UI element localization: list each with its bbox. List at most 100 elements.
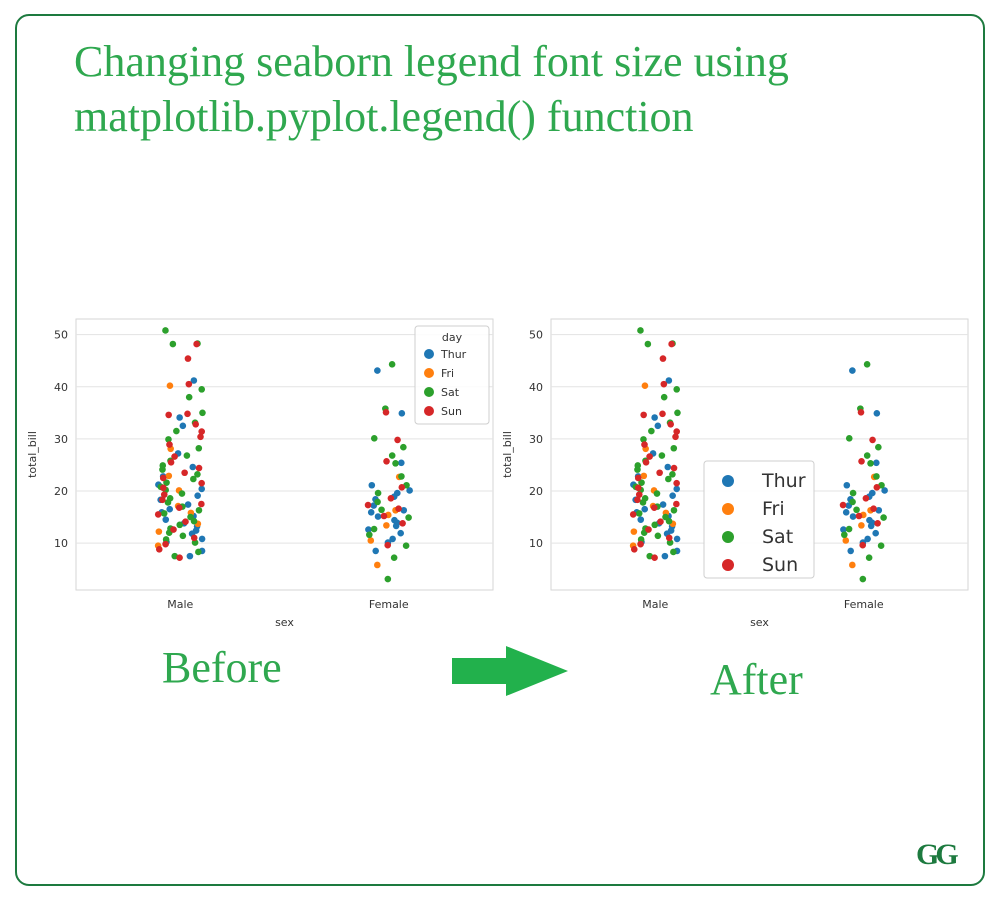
- data-point: [669, 471, 676, 478]
- data-point: [388, 361, 396, 368]
- data-point: [184, 501, 192, 508]
- data-point: [160, 484, 167, 492]
- data-point: [842, 537, 850, 544]
- data-point: [176, 414, 183, 421]
- data-point: [166, 505, 174, 513]
- data-point: [176, 554, 183, 561]
- data-point: [165, 436, 172, 443]
- data-point: [665, 475, 672, 483]
- data-point: [182, 518, 189, 526]
- data-point: [641, 494, 649, 502]
- data-point: [641, 505, 649, 513]
- data-point: [842, 509, 850, 516]
- gfg-logo: GG: [916, 838, 959, 871]
- x-axis-label: sex: [275, 616, 294, 629]
- data-point: [190, 377, 198, 384]
- legend-marker: [722, 559, 734, 571]
- data-point: [637, 516, 645, 523]
- data-point: [163, 479, 170, 486]
- data-point: [855, 512, 863, 520]
- data-point: [170, 526, 177, 533]
- data-point: [184, 410, 191, 418]
- data-point: [659, 501, 667, 508]
- y-tick-label: 40: [54, 381, 68, 394]
- data-point: [873, 473, 880, 480]
- legend-box: [703, 460, 815, 579]
- data-point: [880, 514, 887, 521]
- x-tick-label: Female: [369, 598, 409, 611]
- data-point: [865, 554, 873, 561]
- data-point: [162, 327, 169, 334]
- legend-label: Sun: [441, 405, 462, 418]
- x-tick-label: Female: [844, 598, 884, 611]
- data-point: [874, 519, 881, 527]
- data-point: [877, 542, 885, 550]
- data-point: [160, 491, 168, 498]
- data-point: [406, 487, 413, 494]
- data-point: [673, 500, 680, 508]
- data-point: [845, 435, 853, 442]
- data-point: [195, 506, 203, 514]
- data-point: [198, 386, 206, 393]
- data-point: [674, 409, 681, 417]
- data-point: [872, 529, 879, 537]
- caption-before: Before: [162, 643, 282, 692]
- card-frame: [15, 14, 985, 886]
- data-point: [673, 535, 681, 543]
- data-point: [657, 518, 664, 526]
- data-point: [171, 453, 178, 460]
- data-point: [383, 457, 390, 465]
- data-point: [194, 492, 201, 499]
- data-point: [866, 516, 873, 524]
- data-point: [380, 512, 388, 520]
- data-point: [370, 525, 378, 533]
- data-point: [384, 541, 392, 549]
- legend-label: Sat: [762, 526, 793, 548]
- data-point: [393, 489, 401, 497]
- data-point: [667, 420, 675, 428]
- data-point: [394, 436, 401, 444]
- data-point: [839, 501, 847, 509]
- data-point: [634, 474, 642, 482]
- data-point: [374, 561, 381, 569]
- data-point: [374, 498, 381, 506]
- x-tick-label: Male: [642, 598, 668, 611]
- data-point: [863, 452, 871, 459]
- data-point: [186, 552, 194, 560]
- data-point: [392, 460, 399, 467]
- data-point: [166, 382, 174, 390]
- data-point: [640, 411, 647, 419]
- data-point: [867, 460, 874, 467]
- data-point: [673, 485, 681, 493]
- data-point: [849, 498, 856, 506]
- data-point: [668, 340, 675, 348]
- y-tick-label: 50: [54, 329, 68, 342]
- data-point: [875, 443, 882, 451]
- data-point: [374, 513, 382, 520]
- data-point: [651, 414, 658, 421]
- y-tick-label: 30: [54, 433, 68, 446]
- legend-marker: [424, 368, 434, 378]
- data-point: [635, 484, 642, 492]
- data-point: [638, 479, 645, 486]
- data-point: [179, 422, 187, 430]
- data-point: [389, 535, 396, 543]
- data-point: [870, 505, 877, 512]
- data-point: [673, 428, 680, 435]
- data-point: [162, 540, 169, 548]
- data-point: [198, 428, 205, 435]
- y-axis-label: total_bill: [26, 431, 39, 478]
- page-title: Changing seaborn legend font size using …: [74, 37, 789, 141]
- data-point: [367, 509, 375, 516]
- data-point: [881, 487, 888, 494]
- legend-label: Fri: [441, 367, 454, 380]
- data-point: [630, 528, 638, 535]
- legend-marker: [722, 531, 734, 543]
- data-point: [670, 548, 677, 556]
- data-point: [370, 435, 378, 442]
- x-axis-label: sex: [750, 616, 769, 629]
- data-point: [194, 471, 201, 478]
- data-point: [650, 504, 658, 511]
- legend-marker: [424, 387, 434, 397]
- data-point: [402, 542, 410, 550]
